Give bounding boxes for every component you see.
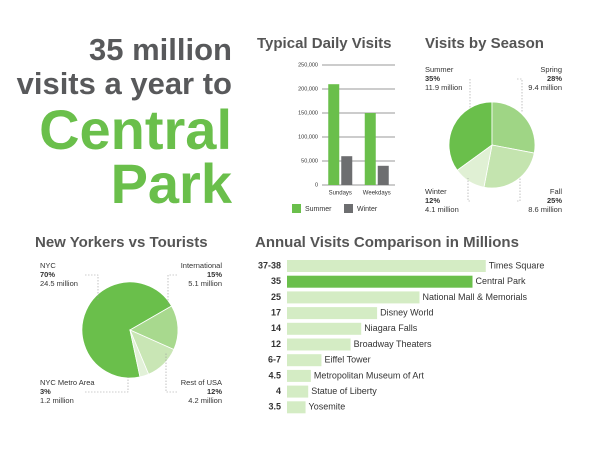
leader-line — [165, 352, 177, 393]
slice-annotation: 11.9 million — [425, 83, 462, 92]
bar — [287, 307, 378, 320]
y-tick-label: 150,000 — [298, 110, 318, 116]
x-tick-label: Sundays — [329, 191, 352, 197]
slice-annotation: 4.1 million — [425, 205, 459, 214]
slice-annotation: 5.1 million — [188, 279, 222, 288]
value-label: 4.5 — [268, 370, 281, 380]
bar-name: Disney World — [380, 307, 433, 317]
bar — [287, 354, 322, 367]
leader-line — [467, 178, 470, 202]
bar-name: Niagara Falls — [364, 323, 418, 333]
legend-label: Summer — [305, 206, 332, 213]
slice-label: NYC — [40, 261, 56, 270]
legend-label: Winter — [357, 206, 378, 213]
slice-percent: 28% — [547, 74, 562, 83]
leader-line — [167, 274, 177, 308]
slice-annotation: 24.5 million — [40, 279, 78, 288]
bar — [287, 401, 306, 414]
bar — [341, 156, 353, 185]
legend-swatch — [344, 204, 353, 213]
slice-annotation: 4.2 million — [188, 396, 222, 405]
slice-percent: 12% — [425, 196, 440, 205]
bar — [377, 165, 389, 185]
bar — [287, 275, 473, 288]
slice-annotation: 1.2 million — [40, 396, 74, 405]
bar-name: Statue of Liberty — [311, 386, 377, 396]
pie-slice — [491, 101, 536, 154]
chart-title: New Yorkers vs Tourists — [35, 234, 208, 251]
y-tick-label: 250,000 — [298, 62, 318, 68]
bar — [287, 260, 486, 272]
headline: 35 million — [89, 32, 232, 67]
slice-percent: 15% — [207, 270, 222, 279]
pie-slice — [483, 144, 535, 189]
bar-name: Yosemite — [309, 402, 346, 412]
value-label: 17 — [271, 307, 281, 317]
leader-line — [517, 78, 523, 112]
pie-slice — [448, 101, 493, 171]
value-label: 14 — [271, 323, 281, 333]
y-tick-label: 100,000 — [298, 134, 318, 140]
slice-label: Winter — [425, 187, 447, 196]
headline: Park — [111, 152, 233, 215]
slice-percent: 25% — [547, 196, 562, 205]
headline: Central — [39, 98, 232, 161]
value-label: 12 — [271, 339, 281, 349]
y-tick-label: 50,000 — [301, 158, 318, 164]
bar — [287, 385, 309, 398]
y-tick-label: 0 — [315, 182, 318, 188]
bar-name: Broadway Theaters — [354, 339, 432, 349]
bar-name: Times Square — [489, 260, 545, 270]
value-label: 6-7 — [268, 355, 281, 365]
value-label: 37-38 — [258, 260, 281, 270]
chart-title: Annual Visits Comparison in Millions — [255, 234, 519, 251]
bar — [328, 84, 340, 185]
bar-name: National Mall & Memorials — [423, 292, 528, 302]
slice-annotation: 8.6 million — [528, 205, 562, 214]
bar-name: Metropolitan Museum of Art — [314, 370, 425, 380]
leader-line — [85, 375, 129, 393]
pie-slice — [81, 281, 173, 379]
value-label: 4 — [276, 386, 281, 396]
slice-percent: 35% — [425, 74, 440, 83]
x-tick-label: Weekdays — [363, 191, 391, 197]
slice-label: Rest of USA — [181, 378, 222, 387]
slice-label: Summer — [425, 65, 454, 74]
bar — [287, 291, 420, 304]
slice-percent: 12% — [207, 387, 222, 396]
pie-slice — [129, 329, 150, 378]
bar-name: Central Park — [476, 276, 527, 286]
chart-title: Typical Daily Visits — [257, 35, 392, 52]
slice-label: Spring — [540, 65, 562, 74]
slice-label: International — [181, 261, 223, 270]
bar — [287, 322, 362, 335]
value-label: 3.5 — [268, 402, 281, 412]
slice-percent: 3% — [40, 387, 51, 396]
value-label: 25 — [271, 292, 281, 302]
leader-line — [517, 178, 521, 202]
slice-label: Fall — [550, 187, 562, 196]
y-tick-label: 200,000 — [298, 86, 318, 92]
slice-annotation: 9.4 million — [528, 83, 562, 92]
value-label: 35 — [271, 276, 281, 286]
slice-percent: 70% — [40, 270, 55, 279]
headline: visits a year to — [17, 66, 232, 101]
pie-slice — [456, 144, 493, 188]
bar — [287, 369, 311, 382]
chart-title: Visits by Season — [425, 35, 544, 52]
bar — [364, 113, 376, 185]
slice-label: NYC Metro Area — [40, 378, 95, 387]
legend-swatch — [292, 204, 301, 213]
leader-line — [85, 274, 99, 300]
bar-name: Eiffel Tower — [324, 355, 370, 365]
bar — [287, 338, 351, 351]
